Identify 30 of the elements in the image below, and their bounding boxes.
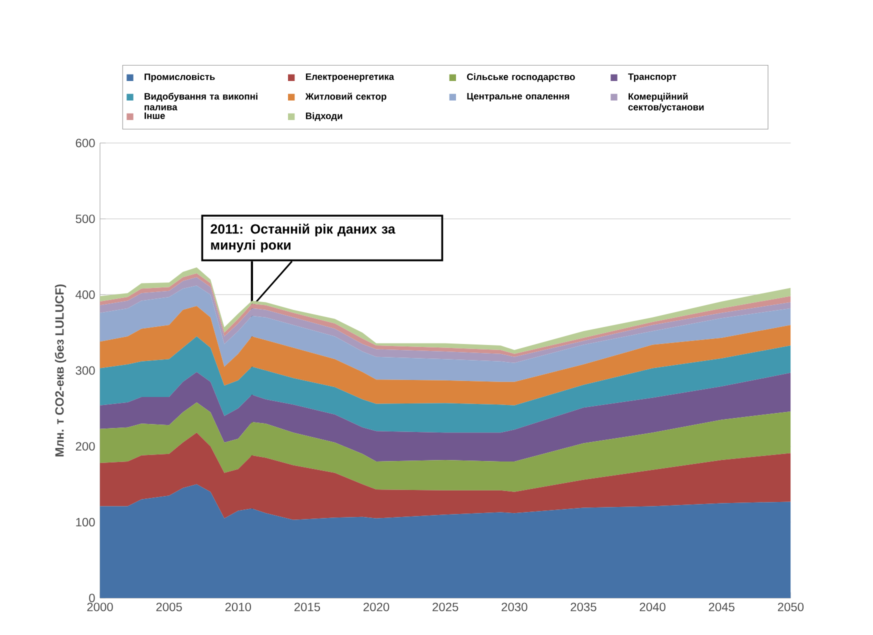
x-tick-label: 2040: [640, 602, 666, 612]
y-axis-title: Млн. т CO2-екв (без LULUCF): [54, 284, 66, 456]
x-tick-label: 2020: [364, 602, 390, 612]
legend-label: Транспорт: [628, 73, 676, 82]
x-tick-label: 2045: [708, 602, 734, 612]
x-tick-label: 2030: [502, 602, 528, 612]
legend-label: Промисловість: [144, 73, 215, 82]
y-tick-label: 400: [76, 290, 95, 299]
y-tick-label: 100: [76, 518, 95, 526]
y-tick-label: 500: [76, 214, 95, 224]
y-tick-label: 300: [76, 366, 95, 375]
legend-label: Видобування та викопні палива: [144, 92, 258, 110]
x-tick-label: 2025: [432, 602, 458, 612]
legend-label: Інше: [144, 112, 165, 119]
legend-label: Комерційний сектов/установи: [628, 92, 704, 112]
y-tick-label: 600: [76, 138, 95, 148]
x-tick-label: 2010: [225, 602, 252, 612]
x-tick-label: 2005: [156, 602, 182, 612]
legend-label: Відходи: [306, 112, 342, 121]
x-tick-label: 2000: [87, 602, 113, 612]
legend-label: Сільське господарство: [467, 73, 575, 82]
ref-line-label: 2011: Останній рік даних за минулі роки: [210, 224, 396, 252]
x-tick-label: 2035: [570, 602, 596, 612]
x-tick-label: 2015: [294, 602, 320, 612]
legend-label: Електроенергетика: [306, 73, 394, 82]
legend-label: Житловий сектор: [305, 92, 386, 102]
y-tick-label: 200: [76, 442, 95, 451]
x-tick-label: 2050: [778, 602, 804, 612]
y-tick-label: 0: [89, 594, 95, 602]
legend-label: Центральне опалення: [467, 92, 570, 102]
